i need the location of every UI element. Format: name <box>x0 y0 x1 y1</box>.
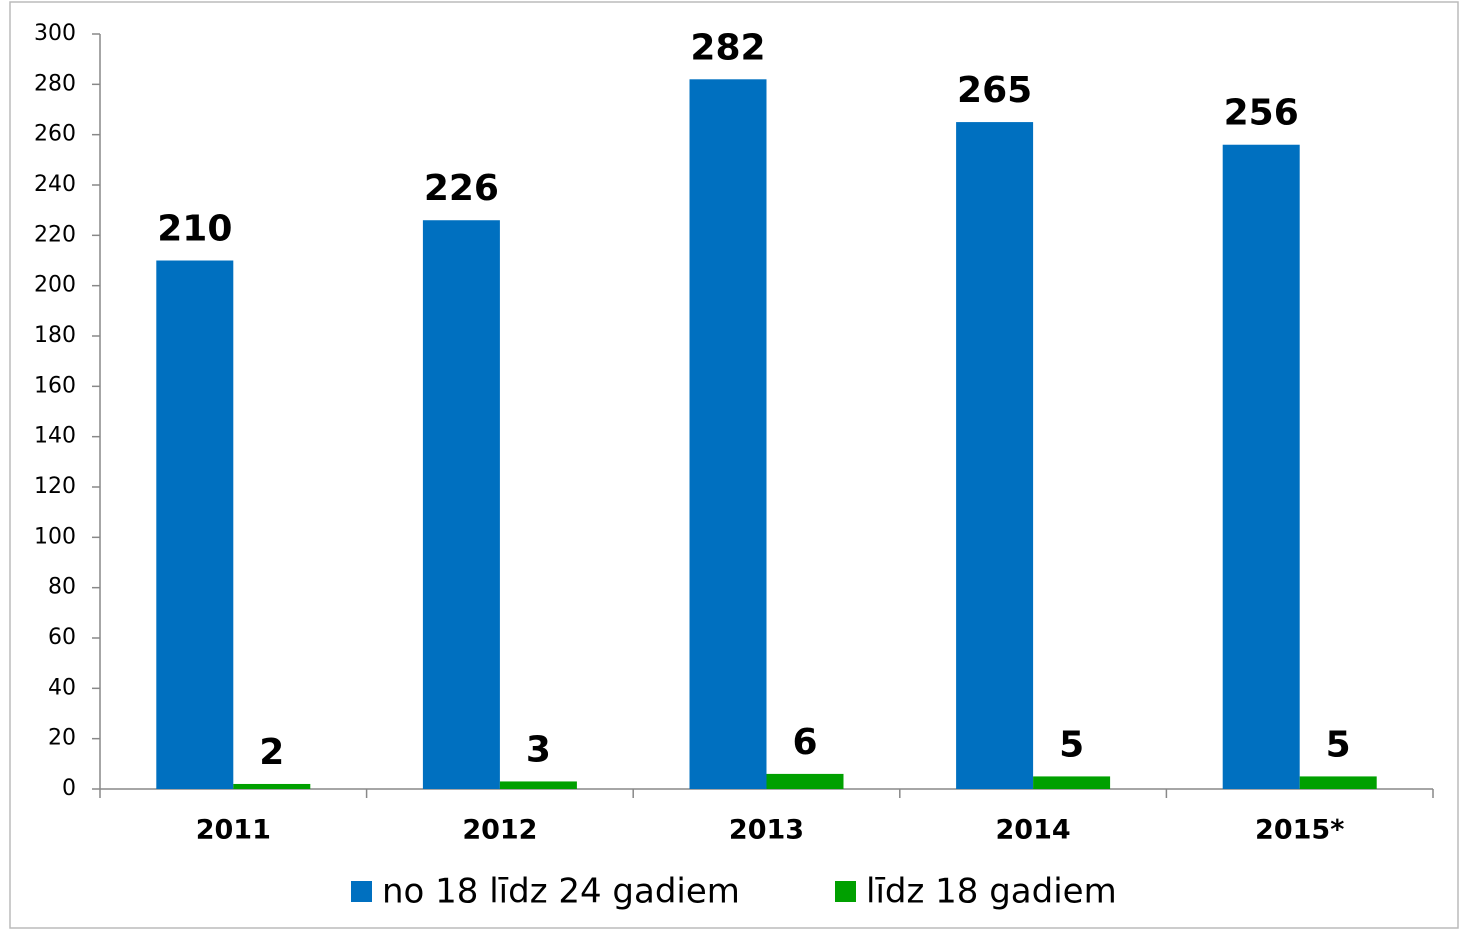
bar <box>689 79 767 790</box>
x-tick-label: 2014 <box>996 815 1071 846</box>
x-tick-label: 2011 <box>196 815 271 846</box>
y-tick-label: 260 <box>34 122 76 147</box>
y-tick-label: 140 <box>34 424 76 449</box>
y-tick-label: 80 <box>48 575 76 600</box>
legend-label: no 18 līdz 24 gadiem <box>382 872 740 912</box>
data-label: 2 <box>259 732 284 773</box>
bar <box>1033 776 1111 789</box>
y-tick-label: 100 <box>34 524 76 549</box>
y-tick-label: 20 <box>48 726 76 751</box>
bar <box>499 781 577 789</box>
bar <box>1299 776 1377 789</box>
x-tick-label: 2012 <box>462 815 537 846</box>
bar <box>956 122 1034 790</box>
y-tick-label: 120 <box>34 474 76 499</box>
bar <box>156 260 234 789</box>
bar <box>233 783 311 789</box>
data-label: 210 <box>157 209 232 250</box>
y-tick-label: 240 <box>34 172 76 197</box>
bar <box>422 220 500 789</box>
data-label: 265 <box>957 70 1032 111</box>
y-tick-label: 180 <box>34 323 76 348</box>
data-label: 5 <box>1326 724 1351 765</box>
chart-frame <box>9 1 1459 929</box>
y-tick-label: 220 <box>34 222 76 247</box>
y-tick-label: 200 <box>34 273 76 298</box>
data-label: 282 <box>690 27 765 68</box>
x-tick-label: 2015* <box>1255 815 1344 846</box>
data-label: 256 <box>1224 93 1299 134</box>
y-tick-label: 300 <box>34 21 76 46</box>
legend-swatch <box>835 881 856 902</box>
data-label: 3 <box>526 729 551 770</box>
data-label: 5 <box>1059 724 1084 765</box>
y-tick-label: 0 <box>62 776 76 801</box>
y-tick-label: 280 <box>34 71 76 96</box>
x-tick-label: 2013 <box>729 815 804 846</box>
data-label: 6 <box>792 722 817 763</box>
bar <box>766 773 844 789</box>
bar <box>1222 144 1300 789</box>
y-tick-label: 60 <box>48 625 76 650</box>
y-tick-label: 160 <box>34 373 76 398</box>
data-label: 226 <box>424 168 499 209</box>
legend-label: līdz 18 gadiem <box>866 872 1117 912</box>
y-tick-label: 40 <box>48 675 76 700</box>
legend-swatch <box>351 881 372 902</box>
